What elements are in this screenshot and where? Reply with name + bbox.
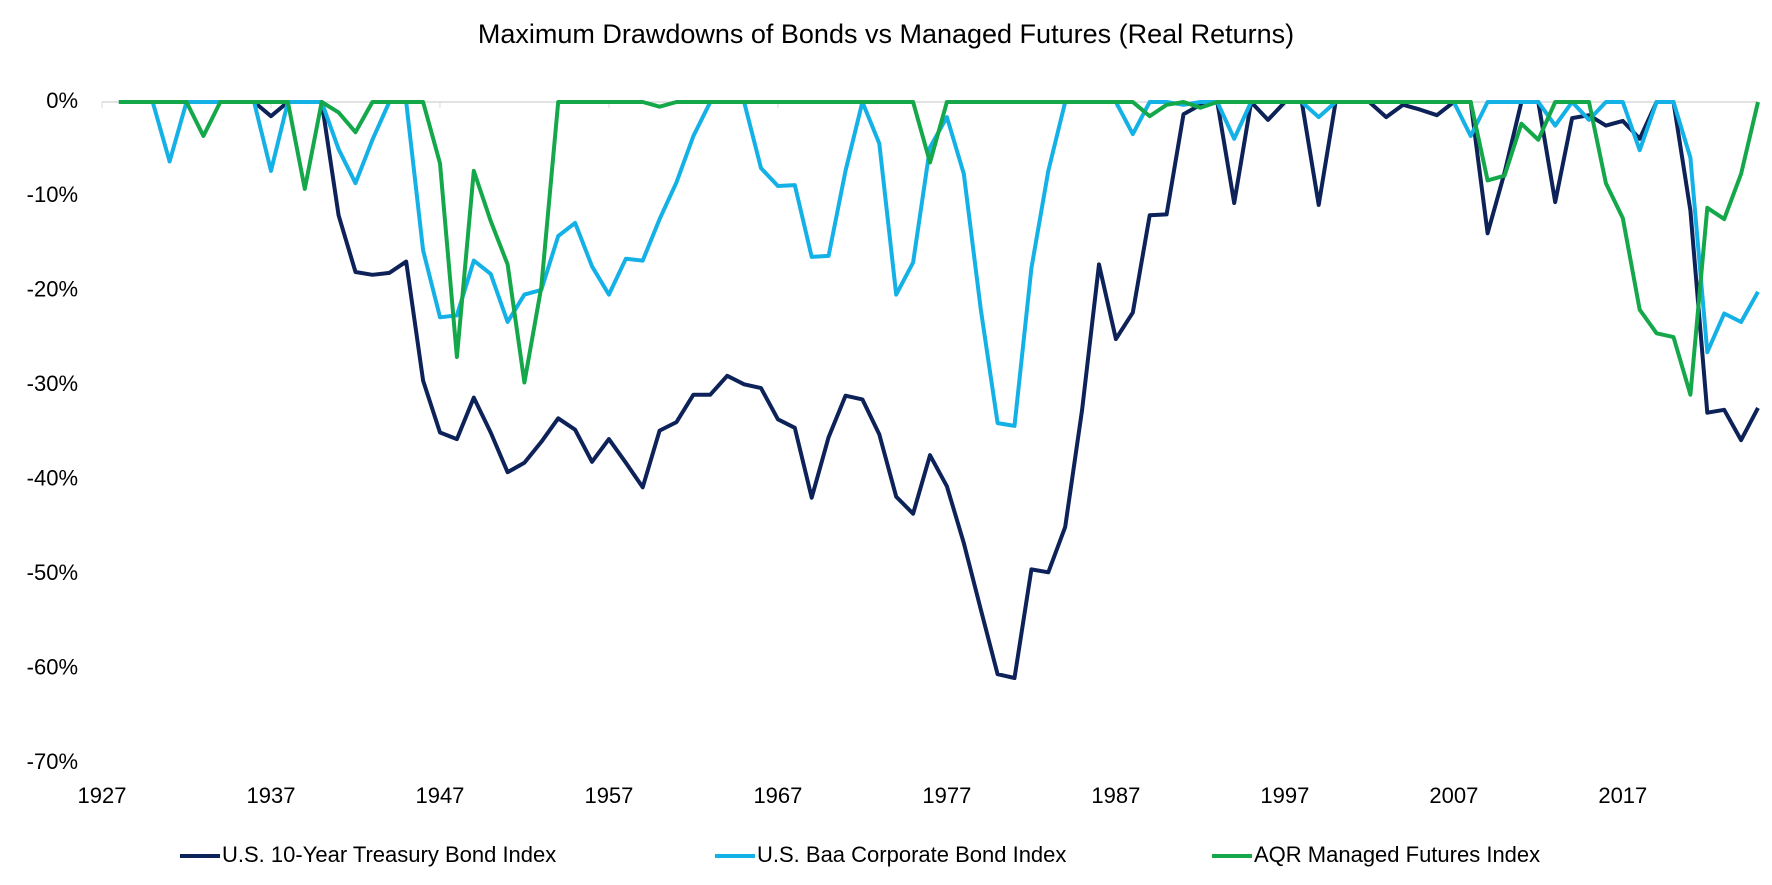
- x-tick-label: 1987: [1091, 783, 1140, 808]
- y-tick-label: -40%: [27, 466, 78, 491]
- x-tick-label: 1977: [922, 783, 971, 808]
- x-tick-label: 1937: [247, 783, 296, 808]
- y-tick-label: -20%: [27, 277, 78, 302]
- legend-label: AQR Managed Futures Index: [1254, 842, 1540, 867]
- y-tick-label: -70%: [27, 749, 78, 774]
- x-tick-label: 1947: [415, 783, 464, 808]
- x-tick-label: 1997: [1260, 783, 1309, 808]
- x-tick-label: 1927: [78, 783, 127, 808]
- x-tick-label: 2007: [1429, 783, 1478, 808]
- x-tick-label: 1967: [753, 783, 802, 808]
- series-line: [118, 100, 1760, 397]
- x-tick-label: 1957: [584, 783, 633, 808]
- legend-label: U.S. Baa Corporate Bond Index: [757, 842, 1066, 867]
- series-line: [118, 100, 1760, 680]
- y-tick-label: -30%: [27, 371, 78, 396]
- y-tick-label: -10%: [27, 182, 78, 207]
- x-tick-label: 2017: [1598, 783, 1647, 808]
- y-tick-label: -50%: [27, 560, 78, 585]
- chart-title: Maximum Drawdowns of Bonds vs Managed Fu…: [478, 19, 1294, 49]
- legend-label: U.S. 10-Year Treasury Bond Index: [222, 842, 556, 867]
- y-tick-label: -60%: [27, 654, 78, 679]
- y-tick-label: 0%: [46, 88, 78, 113]
